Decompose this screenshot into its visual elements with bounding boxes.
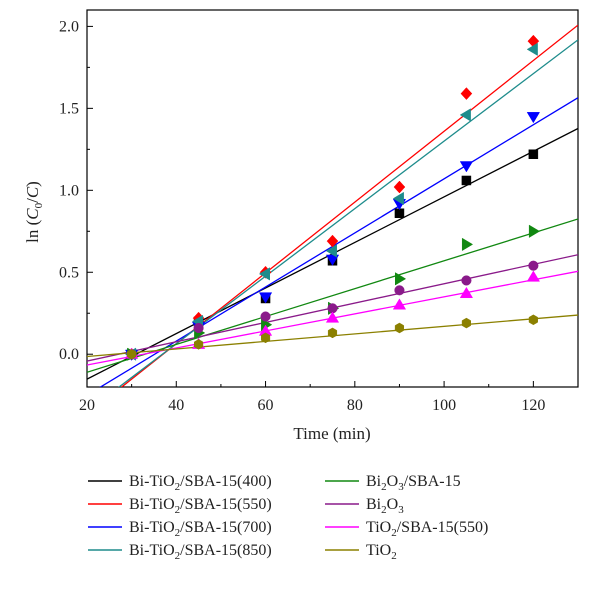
x-tick-label-5: 120 bbox=[521, 397, 545, 414]
y-tick-label-0: 0.0 bbox=[59, 346, 79, 363]
data-point-s5-6 bbox=[528, 260, 539, 271]
legend: Bi-TiO2/SBA-15(400) Bi-TiO2/SBA-15(550) Bi… bbox=[88, 473, 488, 562]
plot-frame-group bbox=[86, 9, 579, 388]
data-point-s0-6 bbox=[528, 149, 539, 159]
data-point-s6-3 bbox=[325, 311, 340, 323]
data-point-s7-2 bbox=[260, 332, 271, 344]
data-point-s4-6 bbox=[528, 224, 541, 238]
legend-label-5: Bi2O3 bbox=[366, 496, 404, 516]
y-axis-title-slash: / bbox=[23, 198, 42, 203]
data-point-s2-3 bbox=[325, 254, 340, 266]
data-point-s7-4 bbox=[394, 322, 405, 334]
x-tick-label-0: 20 bbox=[79, 397, 95, 414]
data-point-s6-6 bbox=[526, 270, 541, 282]
fit-lines-group bbox=[87, 24, 578, 387]
data-point-s7-6 bbox=[528, 314, 538, 326]
legend-label-6: TiO2/SBA-15(550) bbox=[366, 519, 488, 539]
legend-label-2: Bi-TiO2/SBA-15(700) bbox=[129, 519, 272, 539]
data-point-s4-5 bbox=[461, 237, 474, 252]
y-axis-title: ln (C0/C) bbox=[23, 181, 45, 243]
y-axis-title-close: ) bbox=[23, 181, 42, 187]
data-point-s3-4 bbox=[392, 191, 404, 206]
fit-line-4 bbox=[87, 218, 578, 373]
data-point-s5-2 bbox=[260, 311, 271, 322]
series-5-points bbox=[126, 260, 539, 360]
x-tick-label-3: 80 bbox=[347, 397, 363, 414]
data-point-s5-1 bbox=[193, 322, 204, 334]
data-point-s6-5 bbox=[459, 286, 474, 299]
data-point-s3-3 bbox=[325, 244, 337, 258]
data-point-s5-4 bbox=[394, 285, 405, 296]
data-point-s4-4 bbox=[395, 272, 407, 286]
data-point-s6-4 bbox=[392, 298, 407, 310]
data-point-s7-5 bbox=[461, 317, 471, 329]
y-axis-title-c: C bbox=[23, 208, 42, 220]
x-tick-label-4: 100 bbox=[432, 397, 456, 414]
y-tick-label-1: 0.5 bbox=[59, 264, 79, 281]
y-axis-title-pre: ln ( bbox=[23, 219, 42, 242]
x-axis-title: Time (min) bbox=[293, 424, 370, 443]
legend-label-3: Bi-TiO2/SBA-15(850) bbox=[129, 542, 272, 562]
x-tick-label-1: 40 bbox=[168, 397, 184, 414]
y-axis-title-c2: C bbox=[23, 186, 42, 198]
y-axis-title-sub: 0 bbox=[33, 202, 45, 208]
plot-frame bbox=[86, 9, 579, 388]
y-tick-label-3: 1.5 bbox=[59, 100, 79, 117]
legend-label-0: Bi-TiO2/SBA-15(400) bbox=[129, 473, 272, 493]
data-point-s2-6 bbox=[526, 112, 541, 124]
data-point-s3-6 bbox=[526, 42, 538, 56]
legend-label-1: Bi-TiO2/SBA-15(550) bbox=[129, 496, 272, 516]
x-tick-label-2: 60 bbox=[258, 397, 274, 414]
data-point-s2-5 bbox=[459, 161, 474, 173]
data-point-s7-3 bbox=[327, 327, 338, 339]
data-point-s2-2 bbox=[258, 292, 273, 304]
fit-line-3 bbox=[117, 39, 578, 387]
legend-label-4: Bi2O3/SBA-15 bbox=[366, 473, 461, 493]
data-point-s3-2 bbox=[258, 267, 270, 281]
data-point-s0-5 bbox=[461, 175, 472, 186]
y-tick-label-4: 2.0 bbox=[59, 18, 79, 35]
legend-label-7: TiO2 bbox=[366, 542, 397, 562]
data-point-s7-0 bbox=[127, 348, 137, 360]
ticks-group: 20 40 60 80 100 120 0.0 0.5 1.0 1.5 2.0 bbox=[59, 18, 545, 414]
data-point-s1-5 bbox=[460, 87, 473, 100]
data-point-s5-5 bbox=[461, 275, 472, 286]
data-point-s3-5 bbox=[459, 108, 471, 122]
data-point-s1-4 bbox=[393, 180, 406, 194]
data-points-group bbox=[124, 34, 541, 361]
y-tick-label-2: 1.0 bbox=[59, 182, 79, 199]
data-point-s7-1 bbox=[194, 339, 204, 350]
series-7-points bbox=[127, 314, 538, 360]
